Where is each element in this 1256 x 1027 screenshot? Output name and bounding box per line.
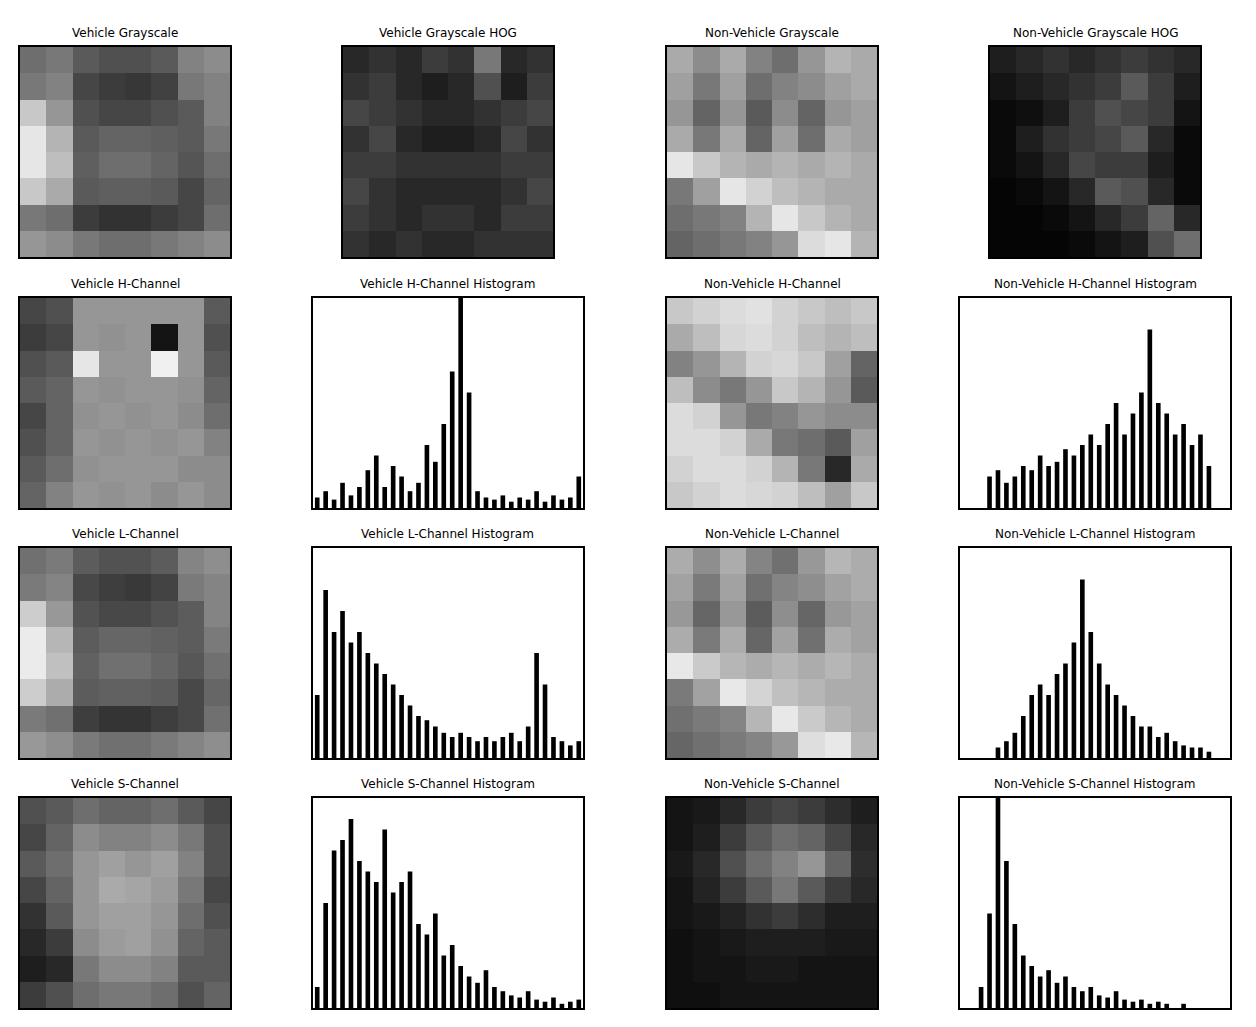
svg-text:Non-Vehicle Grayscale HOG: Non-Vehicle Grayscale HOG: [1013, 26, 1178, 40]
svg-text:Non-Vehicle H-Channel Histogra: Non-Vehicle H-Channel Histogram: [994, 277, 1197, 291]
svg-text:Non-Vehicle S-Channel: Non-Vehicle S-Channel: [704, 777, 840, 791]
svg-text:Vehicle H-Channel Histogram: Vehicle H-Channel Histogram: [360, 277, 535, 291]
svg-text:Non-Vehicle S-Channel Histogra: Non-Vehicle S-Channel Histogram: [994, 777, 1196, 791]
svg-text:Non-Vehicle H-Channel: Non-Vehicle H-Channel: [704, 277, 841, 291]
svg-text:Vehicle L-Channel Histogram: Vehicle L-Channel Histogram: [361, 527, 534, 541]
svg-text:Vehicle Grayscale: Vehicle Grayscale: [72, 26, 178, 40]
svg-text:Non-Vehicle L-Channel Histogra: Non-Vehicle L-Channel Histogram: [995, 527, 1195, 541]
svg-text:Vehicle S-Channel: Vehicle S-Channel: [71, 777, 179, 791]
svg-text:Vehicle Grayscale HOG: Vehicle Grayscale HOG: [379, 26, 517, 40]
svg-text:Vehicle H-Channel: Vehicle H-Channel: [71, 277, 180, 291]
svg-text:Vehicle L-Channel: Vehicle L-Channel: [72, 527, 179, 541]
svg-text:Non-Vehicle L-Channel: Non-Vehicle L-Channel: [705, 527, 839, 541]
svg-text:Non-Vehicle Grayscale: Non-Vehicle Grayscale: [705, 26, 839, 40]
svg-text:Vehicle S-Channel Histogram: Vehicle S-Channel Histogram: [361, 777, 535, 791]
